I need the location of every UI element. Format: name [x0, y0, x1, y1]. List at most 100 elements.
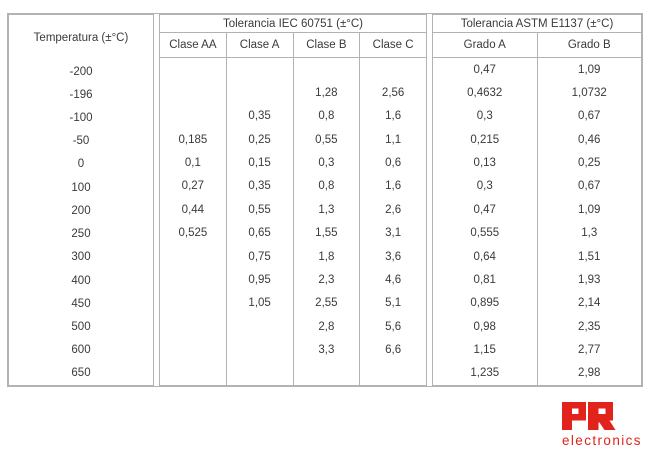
value-cell: 2,6	[385, 203, 402, 216]
column-header: Grado B	[537, 33, 641, 58]
temperature-section: Temperatura (±°C) -200 -196 -100 -50 0 100 200…	[8, 14, 154, 386]
value-cell	[227, 362, 293, 385]
value-cell: 0,525	[178, 227, 208, 240]
value-cell: 1,28	[315, 87, 338, 100]
value-cell: 0,35	[248, 180, 271, 193]
value-cell: 0,3	[318, 157, 335, 170]
column-clase-b: Clase B 1,28 0,8 0,55 0,3 0,8 1,3 1,55 1,8 2,3 2,5…	[292, 33, 360, 385]
value-cell: 5,1	[385, 297, 402, 310]
temperature-value: 600	[71, 344, 91, 357]
value-cell: 2,98	[578, 367, 601, 380]
value-cell	[160, 268, 226, 291]
value-cell: 1,09	[578, 203, 601, 216]
value-cell: 0,67	[578, 110, 601, 123]
value-cell: 4,6	[385, 273, 402, 286]
value-cell: 2,3	[318, 273, 335, 286]
value-cell: 0,47	[473, 203, 496, 216]
temperature-value: -200	[69, 65, 93, 78]
value-cell: 0,13	[473, 157, 496, 170]
value-cell	[160, 292, 226, 315]
value-cell	[294, 58, 360, 81]
value-cell: 3,1	[385, 227, 402, 240]
value-cell: 0,25	[578, 157, 601, 170]
value-cell: 1,55	[315, 227, 338, 240]
value-cell: 1,6	[385, 110, 402, 123]
value-cell	[160, 315, 226, 338]
column-clase-a: Clase A 0,35 0,25 0,15 0,35 0,55 0,65 0,75 0,95 1…	[225, 33, 293, 385]
value-cell: 1,93	[578, 273, 601, 286]
value-cell: 0,27	[181, 180, 205, 193]
value-cell: 1,05	[248, 297, 271, 310]
value-cell	[160, 58, 226, 81]
temperature-column-header: Temperatura (±°C)	[33, 31, 129, 44]
column-values: 0,47 0,4632 0,3 0,215 0,13 0,3 0,47 0,555 0,64 0,…	[433, 58, 537, 385]
value-cell	[360, 362, 426, 385]
logo-wordmark: electronics	[562, 433, 642, 448]
column-header: Grado A	[433, 33, 537, 58]
pr-electronics-logo: electronics	[562, 402, 644, 448]
value-cell: 1,3	[318, 203, 335, 216]
value-cell: 6,6	[385, 343, 402, 356]
value-cell: 2,14	[578, 297, 601, 310]
column-values: 0,185 0,1 0,27 0,44 0,525	[160, 58, 226, 385]
value-cell: 0,98	[473, 320, 496, 333]
temperature-value: 500	[71, 321, 91, 334]
value-cell: 0,6	[385, 157, 402, 170]
value-cell	[160, 245, 226, 268]
column-header: Clase C	[360, 33, 426, 58]
value-cell: 0,15	[248, 157, 271, 170]
column-clase-c: Clase C 2,56 1,6 1,1 0,6 1,6 2,6 3,1 3,6 4,6 5,1 5,…	[359, 33, 426, 385]
value-cell: 0,95	[248, 273, 271, 286]
value-cell: 2,77	[578, 343, 601, 356]
value-cell	[160, 362, 226, 385]
column-values: 0,35 0,25 0,15 0,35 0,55 0,65 0,75 0,95 1,05	[227, 58, 293, 385]
value-cell: 0,3	[476, 110, 493, 123]
temperature-value: 100	[71, 181, 91, 194]
value-cell: 3,3	[318, 343, 335, 356]
astm-columns: Grado A 0,47 0,4632 0,3 0,215 0,13 0,3 0,47 0,55…	[433, 33, 641, 385]
value-cell	[227, 315, 293, 338]
value-cell: 0,25	[248, 133, 271, 146]
astm-tolerance-section: Tolerancia ASTM E1137 (±°C) Grado A 0,47 0…	[432, 14, 642, 386]
temperature-value: -196	[69, 88, 93, 101]
value-cell: 0,55	[315, 133, 338, 146]
temperature-value: 650	[71, 367, 91, 380]
iec-tolerance-section: Tolerancia IEC 60751 (±°C) Clase AA 0,185…	[159, 14, 427, 386]
temperature-rows: -200 -196 -100 -50 0 100 200 250 300 400 450 500 600…	[9, 60, 153, 385]
value-cell: 0,35	[248, 110, 271, 123]
value-cell: 2,35	[578, 320, 601, 333]
value-cell: 1,6	[385, 180, 402, 193]
value-cell: 0,67	[578, 180, 601, 193]
value-cell: 5,6	[385, 320, 402, 333]
tolerance-table: Temperatura (±°C) -200 -196 -100 -50 0 100 200…	[7, 13, 643, 387]
value-cell: 1,09	[578, 63, 601, 76]
value-cell	[227, 81, 293, 104]
value-cell: 1,1	[385, 133, 402, 146]
value-cell: 0,8	[318, 180, 335, 193]
value-cell: 2,8	[318, 320, 335, 333]
value-cell: 0,47	[473, 63, 496, 76]
temperature-value: 250	[71, 228, 91, 241]
iec-columns: Clase AA 0,185 0,1 0,27 0,44 0,525 Clase A 0,35…	[160, 33, 426, 385]
value-cell: 0,215	[470, 133, 500, 146]
value-cell: 0,3	[476, 180, 493, 193]
column-values: 1,28 0,8 0,55 0,3 0,8 1,3 1,55 1,8 2,3 2,55 2,8 3,3	[294, 58, 360, 385]
pr-logo-icon	[562, 402, 616, 430]
value-cell: 0,64	[473, 250, 496, 263]
value-cell: 1,0732	[571, 87, 607, 100]
value-cell: 0,8	[318, 110, 335, 123]
value-cell: 2,55	[315, 297, 338, 310]
value-cell: 0,81	[473, 273, 496, 286]
value-cell	[160, 338, 226, 361]
astm-group-header: Tolerancia ASTM E1137 (±°C)	[433, 15, 641, 33]
column-grado-a: Grado A 0,47 0,4632 0,3 0,215 0,13 0,3 0,47 0,55…	[433, 33, 537, 385]
temperature-value: 200	[71, 204, 91, 217]
value-cell: 0,895	[470, 297, 500, 310]
temperature-value: 300	[71, 251, 91, 264]
value-cell	[227, 58, 293, 81]
value-cell	[160, 81, 226, 104]
value-cell: 0,46	[578, 133, 601, 146]
value-cell	[160, 105, 226, 128]
temperature-value: 450	[71, 297, 91, 310]
value-cell: 0,55	[248, 203, 271, 216]
